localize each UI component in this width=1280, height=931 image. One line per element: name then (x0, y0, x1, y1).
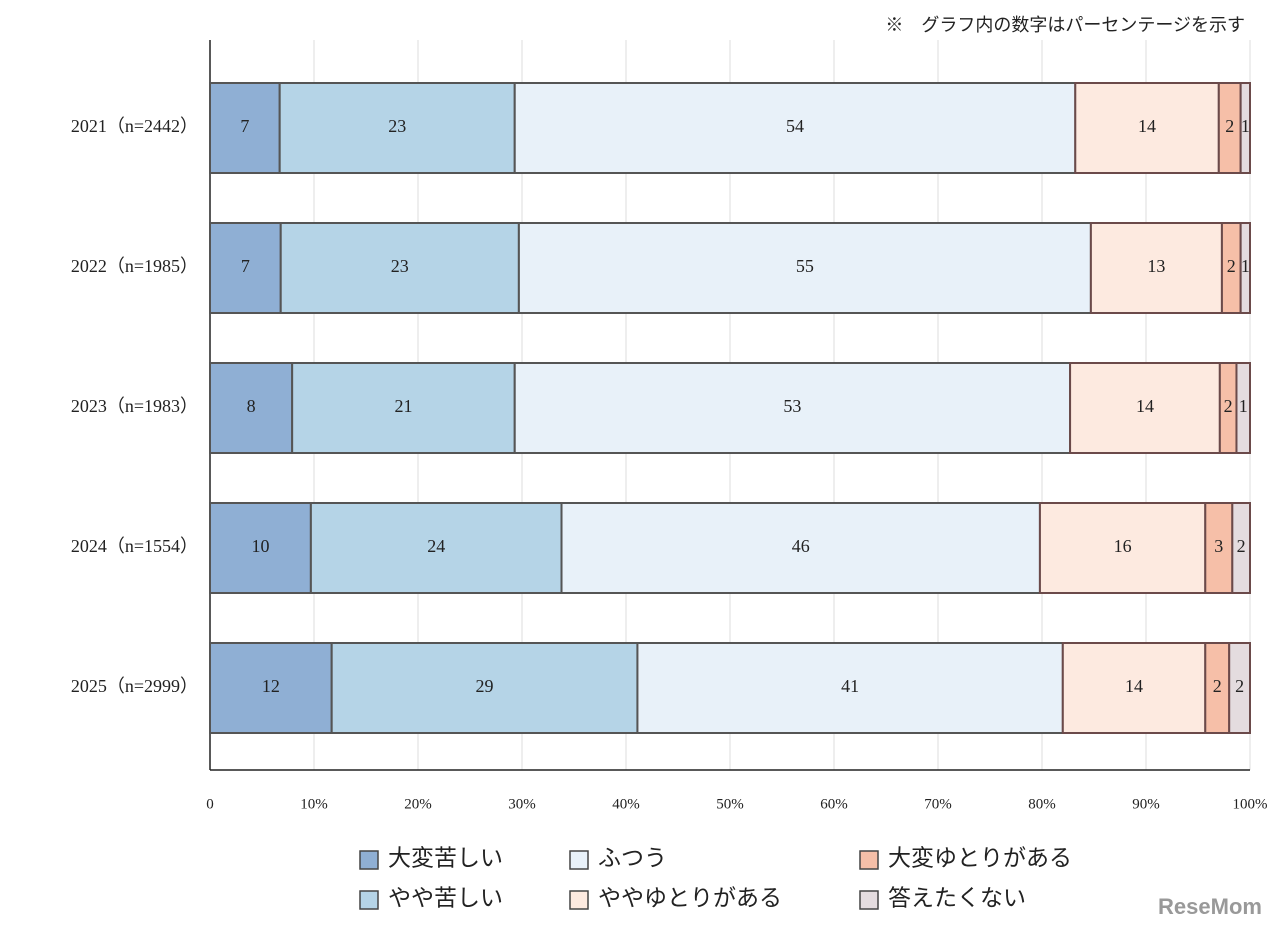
x-tick-label: 90% (1132, 796, 1160, 812)
value-label: 13 (1147, 256, 1165, 276)
bar-segment (1074, 82, 1220, 174)
value-label: 23 (388, 116, 406, 136)
bar-segment (513, 82, 1077, 174)
bar-segment (209, 222, 282, 314)
x-tick-label: 40% (612, 796, 640, 812)
legend-label: やや苦しい (388, 885, 503, 910)
bar-segment (1239, 82, 1252, 174)
bar-segment (1235, 362, 1251, 454)
y-tick-label: 2023（n=1983） (71, 396, 198, 416)
bar-segment (330, 642, 639, 734)
legend-swatch (359, 890, 379, 910)
value-label: 55 (796, 256, 814, 276)
value-label: 7 (240, 116, 249, 136)
x-tick-label: 80% (1028, 796, 1056, 812)
bar-segment (513, 362, 1072, 454)
bar-segment (1069, 362, 1221, 454)
y-tick-label: 2025（n=2999） (71, 676, 198, 696)
value-label: 16 (1114, 536, 1132, 556)
x-tick-label: 60% (820, 796, 848, 812)
value-label: 29 (476, 676, 494, 696)
x-tick-label: 10% (300, 796, 328, 812)
bar-segment (1089, 222, 1223, 314)
value-label: 2 (1227, 256, 1236, 276)
value-label: 2 (1225, 116, 1234, 136)
x-tick-label: 0 (206, 796, 214, 812)
legend-swatch (569, 890, 589, 910)
x-tick-label: 30% (508, 796, 536, 812)
bar-segment (309, 502, 563, 594)
value-label: 1 (1239, 396, 1248, 416)
bar-segment (1204, 502, 1234, 594)
x-tick-label: 20% (404, 796, 432, 812)
bar-segment (1038, 502, 1207, 594)
value-label: 24 (427, 536, 445, 556)
value-label: 3 (1214, 536, 1223, 556)
legend-swatch (569, 850, 589, 870)
legend-swatch (359, 850, 379, 870)
y-tick-label: 2022（n=1985） (71, 256, 198, 276)
y-tick-label: 2024（n=1554） (71, 536, 198, 556)
bar-segment (1228, 642, 1251, 734)
annotation: ※ グラフ内の数字はパーセンテージを示す (885, 15, 1245, 35)
value-label: 1 (1241, 256, 1250, 276)
value-label: 41 (841, 676, 859, 696)
bar-segment (636, 642, 1064, 734)
value-label: 46 (792, 536, 810, 556)
value-label: 21 (394, 396, 412, 416)
value-label: 2 (1224, 396, 1233, 416)
value-label: 53 (783, 396, 801, 416)
value-label: 10 (251, 536, 269, 556)
value-label: 14 (1136, 396, 1154, 416)
value-label: 23 (391, 256, 409, 276)
bar-segment (1231, 502, 1251, 594)
legend-swatch (859, 850, 879, 870)
value-label: 2 (1213, 676, 1222, 696)
bar-segment (560, 502, 1041, 594)
value-label: 7 (241, 256, 250, 276)
bar-segment (1239, 222, 1252, 314)
value-label: 14 (1138, 116, 1156, 136)
watermark: ReseMom (1158, 894, 1262, 919)
value-label: 12 (262, 676, 280, 696)
bar-segment (279, 222, 520, 314)
legend-label: 大変ゆとりがある (888, 845, 1072, 870)
bar-segment (278, 82, 516, 174)
bar-segment (209, 362, 294, 454)
x-tick-label: 50% (716, 796, 744, 812)
legend-label: ややゆとりがある (598, 885, 782, 910)
value-label: 1 (1241, 116, 1250, 136)
value-label: 54 (786, 116, 804, 136)
x-tick-label: 70% (924, 796, 952, 812)
y-tick-label: 2021（n=2442） (71, 116, 198, 136)
legend-label: ふつう (598, 845, 667, 870)
legend-label: 答えたくない (888, 885, 1026, 910)
value-label: 2 (1237, 536, 1246, 556)
x-tick-label: 100% (1233, 796, 1268, 812)
bar-segment (209, 502, 312, 594)
legend-label: 大変苦しい (388, 845, 503, 870)
legend-swatch (859, 890, 879, 910)
value-label: 2 (1235, 676, 1244, 696)
bar-segment (1061, 642, 1207, 734)
value-label: 14 (1125, 676, 1143, 696)
bar-segment (517, 222, 1092, 314)
value-label: 8 (247, 396, 256, 416)
